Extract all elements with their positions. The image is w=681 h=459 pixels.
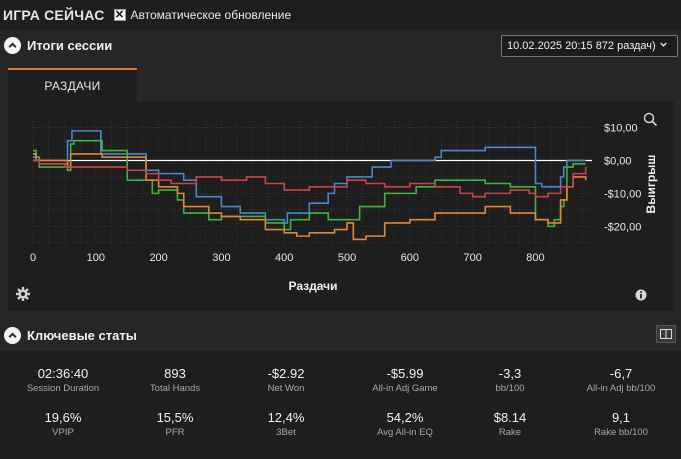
stat-allin-adj-bb-100: -6,7 All-in Adj bb/100	[586, 366, 656, 394]
stat-rake: $8.14 Rake	[493, 410, 527, 438]
session-summary-header[interactable]: Итоги сессии 10.02.2025 20:15 872 раздач…	[0, 30, 681, 60]
chevron-down-icon	[659, 40, 668, 52]
chevron-up-icon[interactable]	[4, 326, 21, 344]
chart-series	[33, 130, 587, 241]
tab-hands[interactable]: РАЗДАЧИ	[8, 68, 137, 101]
stat-net-won: -$2.92 Net Won	[267, 366, 305, 394]
stat-bb-100: -3,3 bb/100	[495, 366, 525, 394]
x-tick-label: 200	[149, 252, 167, 264]
y-tick-label: -$10,00	[604, 188, 641, 200]
auto-refresh-checkbox[interactable]: ✕	[113, 9, 126, 21]
x-tick-label: 500	[338, 252, 356, 264]
zoom-icon[interactable]	[643, 112, 658, 127]
stat-total-hands: 893 Total Hands	[149, 366, 201, 394]
series-line-1	[33, 130, 586, 224]
info-icon[interactable]	[635, 289, 647, 301]
session-panel: РАЗДАЧИ 0 100 200 300 400 500 600 700 800 $10,00…	[0, 60, 681, 319]
x-tick-label: 700	[463, 252, 481, 264]
stat-avg-allin-eq: 54,2% Avg All-in EQ	[377, 410, 433, 438]
columns-toggle-button[interactable]	[656, 325, 676, 343]
series-line-3	[33, 153, 587, 241]
y-tick-label: $0,00	[604, 155, 632, 167]
tab-hands-label: РАЗДАЧИ	[44, 78, 101, 93]
stat-rake-bb-100: 9,1 Rake bb/100	[594, 410, 648, 438]
stat-allin-adj-game: -$5.99 All-in Adj Game	[372, 366, 438, 394]
x-tick-labels: 0 100 200 300 400 500 600 700 800	[30, 252, 545, 264]
x-tick-label: 400	[275, 252, 293, 264]
x-tick-label: 0	[30, 252, 36, 264]
x-tick-label: 600	[401, 252, 419, 264]
y-tick-label: -$20,00	[604, 221, 641, 233]
x-tick-label: 300	[212, 252, 230, 264]
y-tick-labels: $10,00 $0,00 -$10,00 -$20,00	[604, 123, 641, 234]
stat-vpip: 19,6% VPIP	[44, 410, 82, 438]
winnings-chart: 0 100 200 300 400 500 600 700 800 $10,00 $0,00 -$1…	[16, 112, 658, 301]
key-stats-title: Ключевые статы	[27, 327, 137, 343]
key-stats-grid: 02:36:40 Session Duration 893 Total Hands …	[0, 351, 681, 459]
session-select[interactable]: 10.02.2025 20:15 872 раздач)	[501, 35, 678, 57]
y-axis-label: Выигрыш	[644, 155, 658, 214]
session-summary-title: Итоги сессии	[27, 37, 113, 53]
columns-icon	[660, 329, 672, 339]
stat-3bet: 12,4% 3Bet	[267, 410, 305, 438]
x-axis-label: Раздачи	[289, 279, 338, 293]
x-tick-label: 100	[87, 252, 105, 264]
chevron-up-icon[interactable]	[4, 36, 21, 54]
gear-icon[interactable]	[16, 287, 30, 301]
top-bar: ИГРА СЕЙЧАС ✕ Автоматическое обновление	[0, 0, 681, 30]
key-stats-header[interactable]: Ключевые статы	[0, 319, 681, 351]
stat-pfr: 15,5% PFR	[156, 410, 194, 438]
auto-refresh-label[interactable]: Автоматическое обновление	[130, 8, 292, 22]
chart-container: 0 100 200 300 400 500 600 700 800 $10,00 $0,00 -$1…	[8, 101, 674, 311]
session-select-value: 10.02.2025 20:15 872 раздач)	[507, 40, 656, 52]
series-line-4	[33, 159, 587, 198]
page-title: ИГРА СЕЙЧАС	[3, 7, 105, 23]
stat-session-duration: 02:36:40 Session Duration	[26, 366, 100, 394]
y-tick-label: $10,00	[604, 123, 638, 135]
x-tick-label: 800	[526, 252, 544, 264]
